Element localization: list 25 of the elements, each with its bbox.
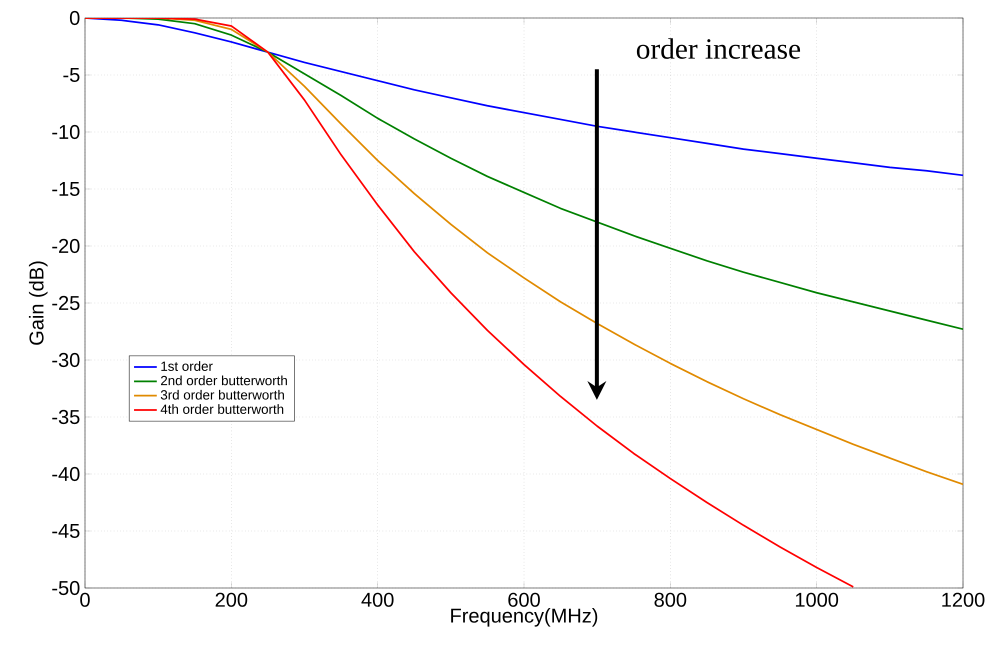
y-tick-label: -30	[52, 352, 80, 368]
y-axis-title: Gain (dB)	[28, 261, 48, 345]
y-tick-label: -25	[52, 296, 80, 310]
y-tick-label: -15	[52, 182, 80, 196]
x-tick-label: 200	[216, 592, 248, 607]
y-tick-label: -35	[52, 410, 80, 424]
x-tick-label: 1000	[796, 592, 838, 607]
x-axis-title: Frequency(MHz)	[451, 608, 598, 627]
y-tick-label: -40	[52, 466, 80, 482]
annotation: order increase	[636, 38, 800, 59]
y-tick-label: -50	[52, 580, 80, 596]
y-tick-label: 0	[70, 10, 80, 26]
legend-label: 3rd order butterworth	[160, 390, 284, 400]
legend-label: 2nd order butterworth	[161, 376, 287, 386]
x-tick-label: 600	[508, 592, 540, 607]
legend-label: 4th order butterworth	[160, 404, 284, 414]
y-tick-label: -45	[52, 524, 80, 538]
y-tick-label: -10	[52, 124, 80, 140]
x-tick-label: 0	[80, 592, 90, 607]
y-tick-label: -5	[63, 68, 80, 82]
legend-label: 1st order	[161, 361, 213, 371]
x-tick-label: 800	[654, 592, 686, 607]
y-tick-label: -20	[52, 238, 80, 254]
x-tick-label: 400	[361, 592, 394, 607]
x-tick-label: 1200	[942, 592, 984, 607]
